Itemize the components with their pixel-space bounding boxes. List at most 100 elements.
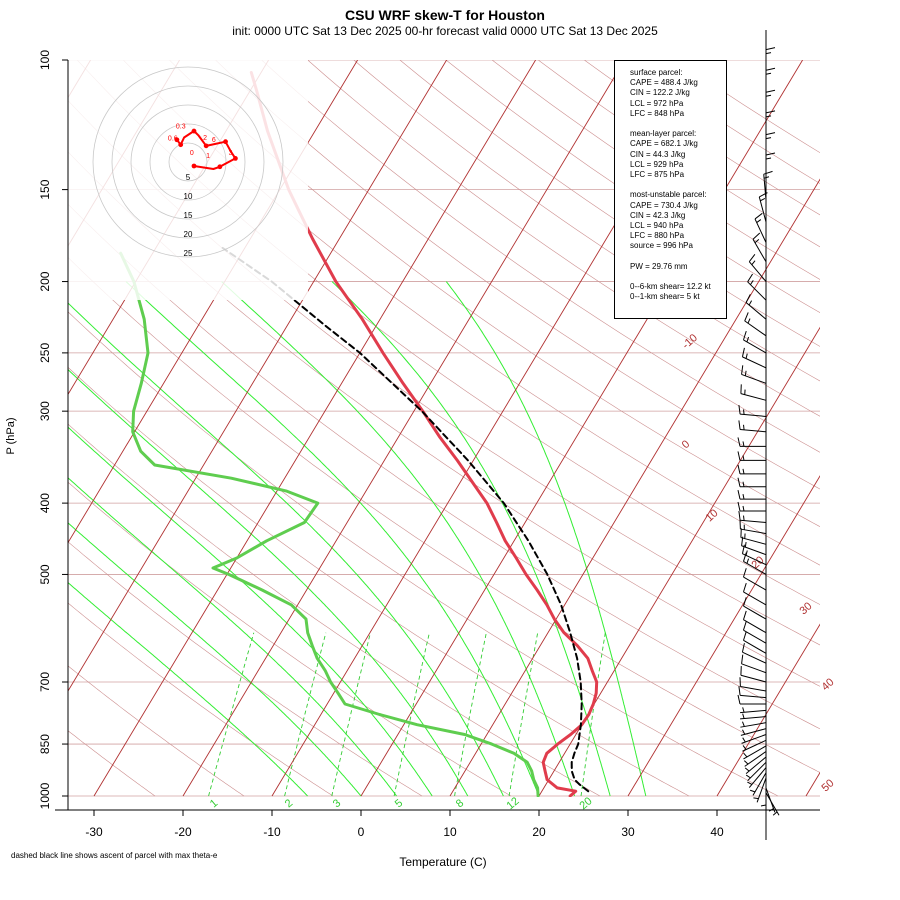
barb-shaft	[763, 174, 767, 201]
mixing-ratio-line	[580, 632, 606, 797]
dry-adiabat	[68, 151, 820, 687]
mixing-ratio-label: 3	[331, 797, 343, 810]
dry-adiabat	[68, 311, 779, 797]
isotherm-label: -10	[680, 332, 700, 352]
dry-adiabat	[353, 60, 820, 382]
barb-shaft	[741, 734, 767, 744]
wind-barb	[763, 170, 773, 201]
wind-barb	[745, 294, 767, 320]
wind-barb	[741, 347, 767, 369]
barb-half-flag	[743, 424, 745, 430]
barb-half-flag	[744, 542, 747, 548]
isotherm	[360, 60, 803, 797]
wind-barb	[753, 777, 767, 803]
info-line: LFC = 848 hPa	[630, 108, 685, 118]
mixing-ratio-line	[393, 632, 430, 797]
barb-shaft	[741, 663, 767, 674]
hodograph-point	[203, 143, 209, 149]
wind-barbs	[737, 30, 780, 840]
barb-shaft	[745, 302, 767, 320]
barb-flag	[765, 67, 776, 71]
barb-flag	[737, 694, 741, 705]
barb-flag	[754, 212, 763, 220]
barb-shaft	[756, 777, 767, 803]
hodograph: 5 10 15 20 25 0 1 2 3 6 0.6 0.3	[68, 60, 308, 300]
wind-barb	[741, 654, 767, 674]
info-line: source = 996 hPa	[630, 241, 693, 251]
wind-barb	[743, 621, 767, 644]
moist-adiabat	[68, 368, 469, 797]
info-line: PW = 29.76 mm	[630, 261, 688, 271]
barb-half-flag	[742, 745, 747, 750]
barb-shaft	[740, 528, 767, 535]
barb-flag	[743, 597, 747, 607]
barb-flag	[738, 404, 741, 415]
barb-flag	[743, 631, 747, 641]
info-line: CIN = 42.3 J/kg	[630, 210, 686, 220]
barb-half-flag	[745, 774, 751, 779]
dry-adiabat	[68, 541, 423, 797]
mixing-ratio-label: 5	[393, 797, 405, 810]
isotherm	[182, 60, 625, 797]
barb-flag	[741, 643, 745, 653]
barb-half-flag	[745, 353, 748, 359]
barb-flag	[737, 437, 741, 447]
chart-title: CSU WRF skew-T for Houston	[345, 7, 545, 23]
y-tick-label: 500	[38, 564, 52, 584]
barb-flag	[738, 511, 741, 521]
mixing-ratio-line	[331, 632, 371, 797]
isotherm	[68, 60, 447, 692]
barb-shaft	[743, 629, 767, 644]
wind-barb	[743, 597, 767, 620]
x-axis-label: Temperature (C)	[399, 855, 486, 869]
barb-shaft	[740, 694, 767, 699]
barb-half-flag	[748, 300, 753, 306]
barb-flag	[743, 568, 747, 578]
barb-shaft	[747, 281, 767, 301]
isotherm-label: 10	[703, 507, 720, 524]
wind-barb	[738, 404, 767, 417]
wind-barb	[752, 232, 767, 263]
barb-shaft	[748, 261, 767, 282]
barb-half-flag	[746, 336, 750, 343]
hodograph-point-label: 0.6	[168, 136, 178, 143]
info-line: CAPE = 488.4 J/kg	[630, 78, 698, 88]
parcel-profile	[221, 246, 590, 793]
wind-barb	[754, 212, 767, 243]
moist-adiabat	[445, 281, 647, 797]
barb-shaft	[743, 605, 767, 620]
wind-barb	[742, 739, 767, 752]
barb-shaft	[745, 756, 767, 775]
wind-barb	[739, 519, 767, 535]
wind-barb	[744, 756, 767, 775]
x-tick-label: -30	[85, 825, 103, 839]
dry-adiabat	[215, 60, 820, 490]
hodograph-point	[174, 137, 180, 143]
isotherm-label: 50	[819, 777, 836, 794]
dry-adiabat	[68, 423, 601, 797]
barb-half-flag	[742, 455, 745, 461]
barb-half-flag	[760, 198, 766, 202]
wind-barb	[737, 501, 766, 512]
barb-flag	[741, 347, 745, 357]
barb-half-flag	[753, 797, 759, 800]
barb-flag	[743, 610, 747, 620]
moist-adiabat	[68, 581, 308, 797]
barb-shaft	[743, 576, 767, 591]
hodograph-ring	[149, 123, 227, 201]
footnote: dashed black line shows ascent of parcel…	[11, 851, 218, 860]
moist-adiabat	[125, 281, 540, 797]
barb-flag	[743, 330, 747, 341]
wind-barb	[740, 728, 767, 736]
barb-half-flag	[742, 729, 746, 735]
hodograph-rings	[68, 60, 308, 300]
chart-subtitle: init: 0000 UTC Sat 13 Dec 2025 00-hr for…	[232, 24, 658, 38]
wind-barb	[740, 707, 767, 714]
barb-half-flag	[765, 115, 772, 118]
barb-shaft	[740, 716, 767, 720]
moist-adiabat	[221, 281, 576, 797]
barb-flag	[737, 477, 741, 487]
hodograph-ring-label: 5	[186, 173, 191, 182]
wind-barb	[740, 528, 767, 545]
isotherm	[449, 178, 820, 797]
